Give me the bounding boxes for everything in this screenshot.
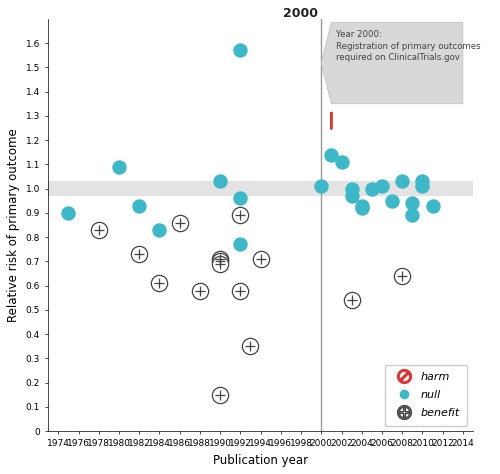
- Point: [236, 194, 244, 202]
- Point: [368, 185, 376, 192]
- Circle shape: [331, 112, 332, 129]
- Point: [216, 257, 224, 265]
- Point: [156, 280, 164, 287]
- Y-axis label: Relative risk of primary outcome: Relative risk of primary outcome: [7, 128, 20, 322]
- Point: [216, 391, 224, 399]
- Point: [236, 46, 244, 54]
- Point: [135, 250, 143, 258]
- Point: [256, 255, 264, 263]
- Point: [348, 296, 356, 304]
- Point: [216, 178, 224, 185]
- Point: [348, 296, 356, 304]
- Point: [236, 287, 244, 294]
- Point: [256, 255, 264, 263]
- Point: [408, 200, 416, 207]
- Legend: harm, null, benefit: harm, null, benefit: [385, 365, 468, 426]
- Point: [64, 209, 72, 217]
- Point: [398, 272, 406, 280]
- Point: [428, 202, 436, 210]
- Point: [95, 226, 103, 234]
- Point: [388, 197, 396, 205]
- Point: [196, 287, 204, 294]
- Point: [216, 391, 224, 399]
- Point: [418, 178, 426, 185]
- Point: [216, 255, 224, 263]
- Point: [216, 255, 224, 263]
- Point: [236, 211, 244, 219]
- Point: [318, 182, 326, 190]
- Point: [328, 151, 336, 158]
- Point: [135, 202, 143, 210]
- Point: [216, 260, 224, 268]
- Point: [358, 202, 366, 210]
- Point: [156, 280, 164, 287]
- Point: [348, 185, 356, 192]
- Point: [408, 211, 416, 219]
- Point: [216, 260, 224, 268]
- Point: [135, 250, 143, 258]
- Point: [216, 257, 224, 265]
- Polygon shape: [322, 22, 463, 104]
- Point: [236, 211, 244, 219]
- Point: [348, 192, 356, 200]
- Point: [156, 226, 164, 234]
- Point: [338, 158, 345, 166]
- Point: [358, 204, 366, 212]
- Point: [246, 343, 254, 350]
- X-axis label: Publication year: Publication year: [213, 454, 308, 467]
- Text: 2000: 2000: [283, 7, 318, 20]
- Point: [115, 163, 123, 171]
- Bar: [48, 182, 473, 196]
- Point: [236, 287, 244, 294]
- Text: Year 2000:
Registration of primary outcomes
required on ClinicalTrials.gov: Year 2000: Registration of primary outco…: [336, 30, 481, 63]
- Point: [176, 219, 184, 227]
- Point: [378, 182, 386, 190]
- Point: [176, 219, 184, 227]
- Point: [398, 178, 406, 185]
- Point: [418, 182, 426, 190]
- Point: [196, 287, 204, 294]
- Point: [398, 272, 406, 280]
- Point: [95, 226, 103, 234]
- Point: [236, 241, 244, 248]
- Point: [246, 343, 254, 350]
